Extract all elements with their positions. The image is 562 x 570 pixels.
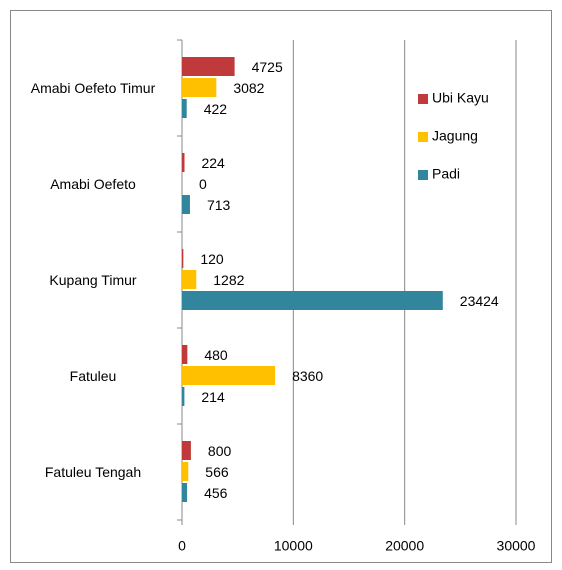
value-label: 214 [201,389,225,405]
bar [182,387,185,406]
x-tick-label: 20000 [385,538,424,554]
value-label: 422 [204,101,228,117]
value-label: 1282 [213,272,244,288]
x-tick-label: 30000 [497,538,536,554]
bar [182,249,184,268]
y-tick-label: Amabi Oefeto [50,176,136,192]
bar [182,462,189,481]
value-label: 566 [205,464,229,480]
bar [182,441,191,460]
bar [182,270,197,289]
value-label: 224 [201,155,225,171]
y-tick-label: Amabi Oefeto Timur [30,80,156,96]
value-label: 800 [208,443,232,459]
value-label: 120 [200,251,224,267]
legend-label: Padi [432,166,460,182]
value-label: 456 [204,485,228,501]
value-label: 8360 [292,368,323,384]
chart-border [10,10,552,563]
y-tick-label: Fatuleu [69,368,117,384]
bar [182,483,188,502]
bar [182,57,235,76]
bar [182,153,185,172]
bar [182,345,188,364]
bar [182,195,190,214]
legend-label: Jagung [432,128,478,144]
x-tick-label: 0 [178,538,186,554]
value-label: 3082 [233,80,264,96]
bar [182,291,443,310]
legend-swatch [418,94,428,104]
value-label: 713 [207,197,231,213]
legend-swatch [418,132,428,142]
value-label: 4725 [252,59,283,75]
bar [182,78,217,97]
value-label: 480 [204,347,228,363]
y-tick-label: Fatuleu Tengah [44,464,142,480]
value-label: 23424 [460,293,499,309]
legend-label: Ubi Kayu [432,90,489,106]
x-tick-label: 10000 [274,538,313,554]
bar [182,366,276,385]
y-tick-label: Kupang Timur [49,272,137,288]
bar [182,99,187,118]
legend-swatch [418,170,428,180]
value-label: 0 [199,176,207,192]
